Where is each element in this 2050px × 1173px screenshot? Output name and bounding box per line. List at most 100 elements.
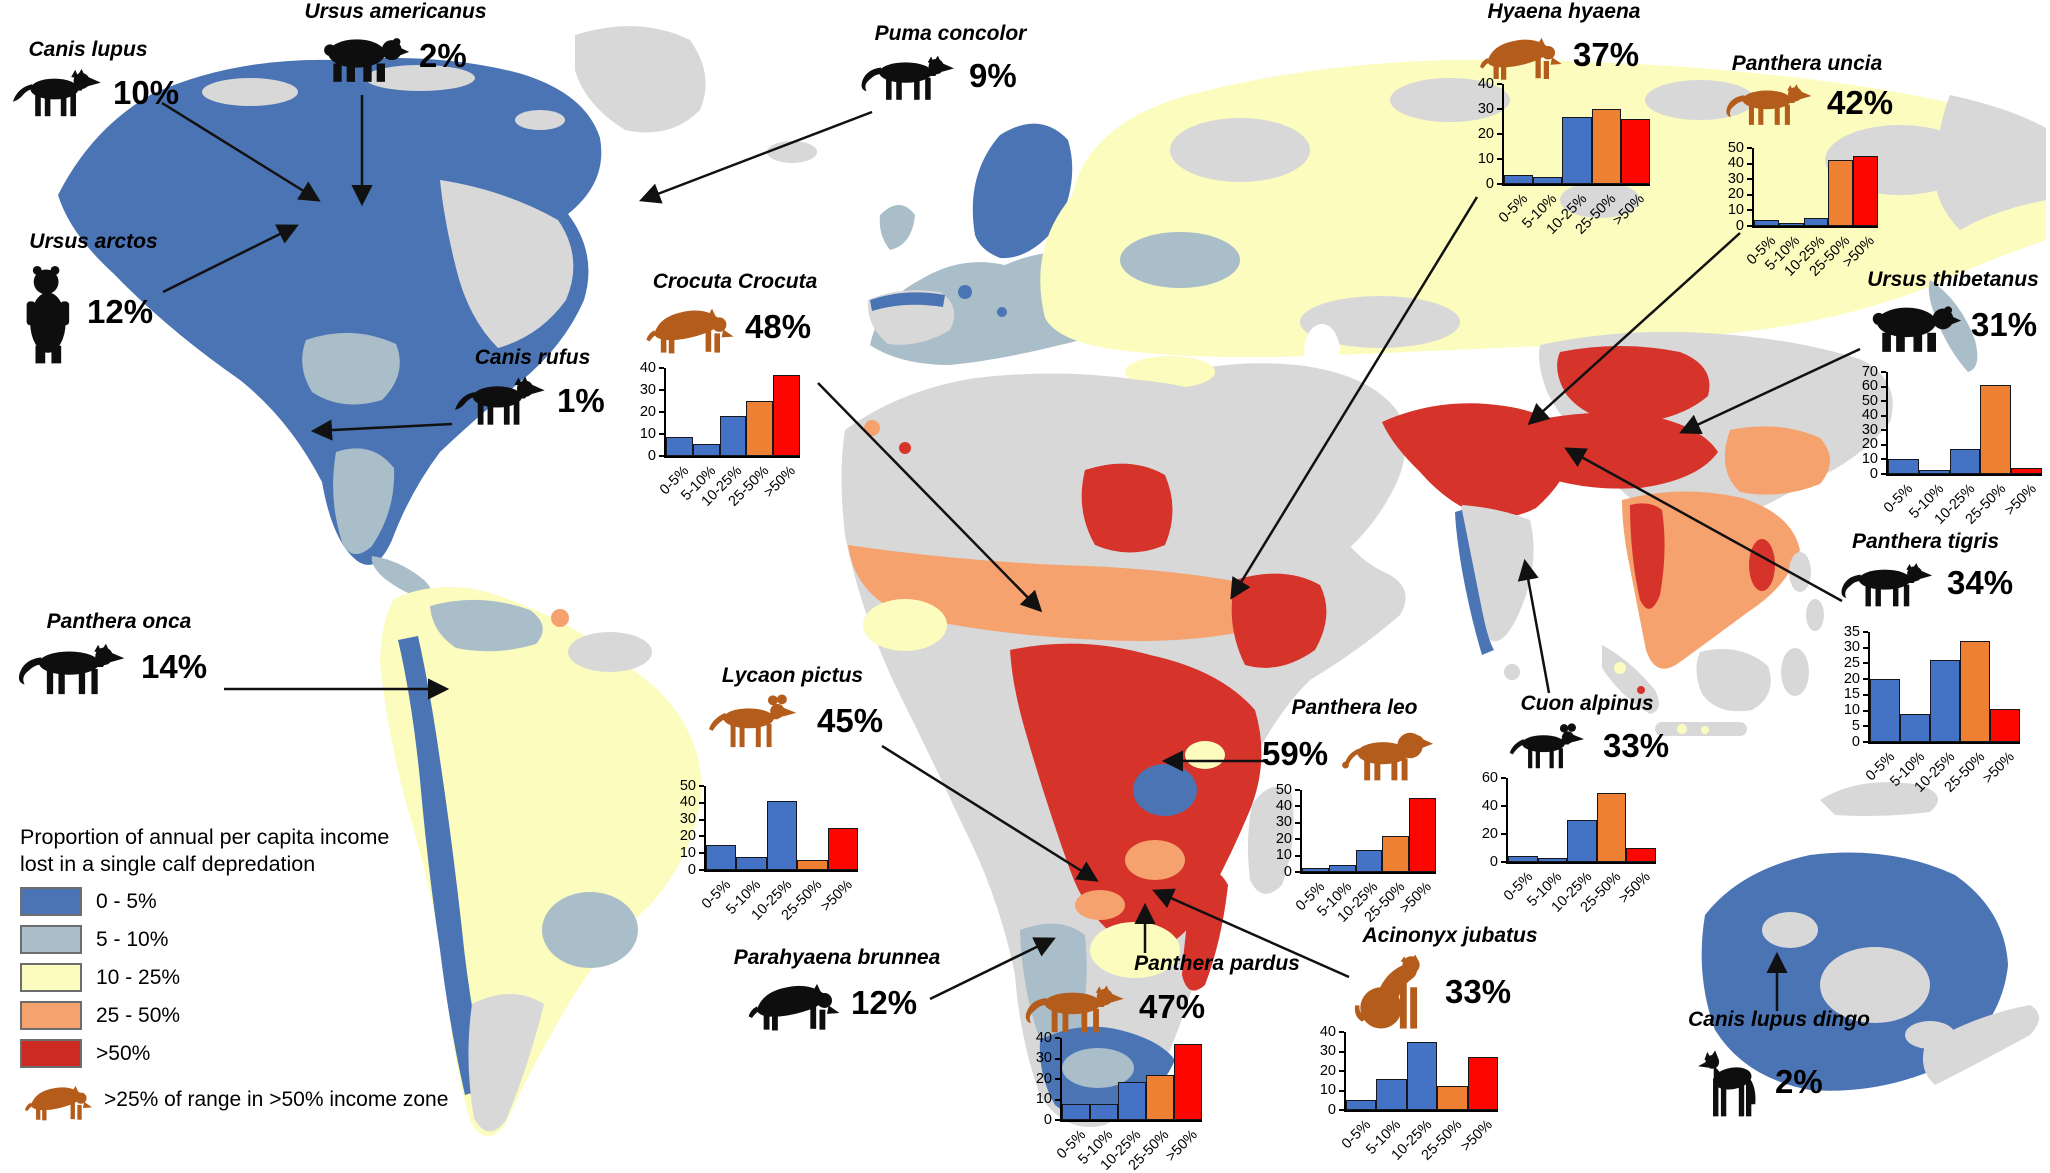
- wolf-icon: [450, 372, 548, 430]
- bar-0-5%: [1302, 867, 1329, 872]
- bar-chart-panthera-tigris: 0 5 10 15 20 25 30 35 0-5% 5-10% 10-25% 25-50% >50%: [1836, 624, 2020, 796]
- species-name: Panthera pardus: [1134, 952, 1300, 975]
- region-australia: [1701, 852, 2039, 1091]
- bar-0-5%: [1504, 175, 1534, 184]
- map-legend: Proportion of annual per capita income l…: [20, 824, 448, 1124]
- arrow-crocuta-crocuta: [817, 382, 1043, 613]
- bar-chart-ursus-thibetanus: 0 10 20 30 40 50 60 70 0-5% 5-10% 10-25% 25-50% >50%: [1854, 364, 2042, 528]
- legend-swatch-5-10: [20, 925, 82, 954]
- arrow-hyaena-hyaena: [1230, 196, 1479, 600]
- bar->50%: [1409, 798, 1436, 872]
- lion-icon: [1337, 722, 1439, 786]
- legend-item: 10 - 25%: [20, 963, 448, 992]
- bar-25-50%: [746, 401, 774, 456]
- species-percent: 12%: [87, 293, 154, 330]
- arrow-panthera-tigris: [1564, 447, 1843, 603]
- bar-10-25%: [1949, 449, 1981, 474]
- species-name: Panthera tigris: [1851, 530, 2000, 553]
- cheetah-sitting-icon: [1350, 950, 1436, 1034]
- region-africa: [841, 373, 1406, 1127]
- species-canis-lupus-dingo: Canis lupus dingo 2%: [1684, 1008, 1874, 1130]
- bar-chart-panthera-leo: 0 10 20 30 40 50 0-5% 5-10% 10-25% 25-50% >50%: [1275, 781, 1436, 926]
- legend-swatch-25-50: [20, 1001, 82, 1030]
- bar-25-50%: [1382, 835, 1410, 872]
- bar->50%: [827, 828, 858, 870]
- wild-dog-icon: [1502, 718, 1594, 774]
- species-panthera-leo: Panthera leo 59%: [1262, 696, 1447, 786]
- legend-title: Proportion of annual per capita income l…: [20, 824, 448, 878]
- bar-chart-lycaon-pictus: 0 10 20 30 40 50 0-5% 5-10% 10-25% 25-50% >50%: [672, 778, 858, 924]
- bar-0-5%: [706, 844, 737, 870]
- bar-0-5%: [1508, 856, 1538, 862]
- arrow-puma-concolor: [639, 110, 873, 204]
- bar-0-5%: [1888, 459, 1919, 474]
- species-hyaena-hyaena: Hyaena hyaena 37%: [1474, 0, 1654, 84]
- species-canis-lupus: Canis lupus 10%: [8, 38, 179, 122]
- bar->50%: [1467, 1057, 1498, 1110]
- x-tick-label: >50%: [1162, 1127, 1201, 1165]
- x-tick-label: >50%: [2001, 481, 2040, 519]
- bar-25-50%: [797, 859, 828, 870]
- big-cat-icon: [1722, 78, 1818, 128]
- species-name: Crocuta Crocuta: [652, 270, 818, 293]
- species-name: Parahyaena brunnea: [733, 946, 941, 969]
- x-tick-label: >50%: [1610, 191, 1649, 229]
- species-percent: 14%: [141, 648, 208, 685]
- hyena-icon: [1474, 26, 1564, 84]
- legend-range-note-text: >25% of range in >50% income zone: [104, 1088, 449, 1111]
- wild-dog-icon: [700, 690, 808, 752]
- species-percent: 9%: [969, 57, 1017, 94]
- arrow-canis-rufus: [310, 419, 453, 441]
- bar->50%: [1620, 119, 1650, 184]
- species-name: Canis lupus dingo: [1688, 1008, 1870, 1031]
- legend-swatch-10-25: [20, 963, 82, 992]
- bar->50%: [1626, 848, 1656, 862]
- region-north-america: [58, 26, 706, 600]
- species-percent: 34%: [1947, 564, 2014, 601]
- species-name: Canis lupus: [28, 38, 148, 61]
- dingo-icon: [1698, 1034, 1766, 1130]
- region-south-asia: [1382, 403, 1578, 680]
- bar-chart-panthera-uncia: 0 10 20 30 40 50 0-5% 5-10% 10-25% 25-50% >50%: [1727, 139, 1878, 280]
- species-name: Acinonyx jubatus: [1362, 924, 1538, 947]
- species-name: Canis rufus: [474, 346, 591, 369]
- region-new-zealand: [1922, 1005, 2039, 1085]
- bar-5-10%: [1533, 176, 1563, 184]
- bar-5-10%: [1900, 713, 1930, 742]
- species-puma-concolor: Puma concolor 9%: [858, 22, 1043, 104]
- bar-chart-cuon-alpinus: 0 20 40 60 0-5% 5-10% 10-25% 25-50% >50%: [1481, 769, 1656, 916]
- legend-swatch-0-5: [20, 887, 82, 916]
- big-cat-icon: [14, 636, 132, 698]
- bar-10-25%: [1355, 849, 1383, 872]
- legend-item: 5 - 10%: [20, 925, 448, 954]
- x-tick-label: >50%: [817, 877, 856, 915]
- species-percent: 33%: [1603, 727, 1670, 764]
- bar-25-50%: [1828, 160, 1854, 226]
- species-name: Panthera leo: [1291, 696, 1418, 719]
- species-name: Cuon alpinus: [1520, 692, 1654, 715]
- bar-chart-hyaena-hyaena: 0 10 20 30 40 0-5% 5-10% 10-25% 25-50% >50%: [1477, 75, 1650, 238]
- bear-walking-icon: [310, 26, 410, 86]
- bar-25-50%: [1146, 1074, 1174, 1120]
- bear-standing-icon: [16, 256, 78, 368]
- arrow-acinonyx-jubatus: [1152, 888, 1350, 979]
- bar-chart-crocuta-crocuta: 0 10 20 30 40 0-5% 5-10% 10-25% 25-50% >50%: [639, 359, 800, 510]
- legend-label: 5 - 10%: [96, 927, 169, 951]
- bar->50%: [1990, 709, 2020, 742]
- bar-5-10%: [692, 443, 720, 456]
- species-name: Hyaena hyaena: [1487, 0, 1641, 23]
- region-southeast-asia: [1602, 491, 1938, 816]
- legend-item: 0 - 5%: [20, 887, 448, 916]
- species-percent: 59%: [1262, 735, 1329, 772]
- arrow-parahyaena-brunnea: [929, 937, 1056, 1001]
- bar-chart-acinonyx-jubatus: 0 10 20 30 40 0-5% 5-10% 10-25% 25-50% >50%: [1312, 1024, 1498, 1164]
- bar-25-50%: [1591, 109, 1621, 184]
- species-name: Ursus arctos: [29, 230, 158, 253]
- bar-5-10%: [1537, 857, 1568, 862]
- bar-5-10%: [1090, 1103, 1118, 1120]
- species-panthera-tigris: Panthera tigris 34%: [1838, 530, 2013, 610]
- species-percent: 48%: [745, 308, 812, 345]
- big-cat-icon: [1022, 978, 1130, 1036]
